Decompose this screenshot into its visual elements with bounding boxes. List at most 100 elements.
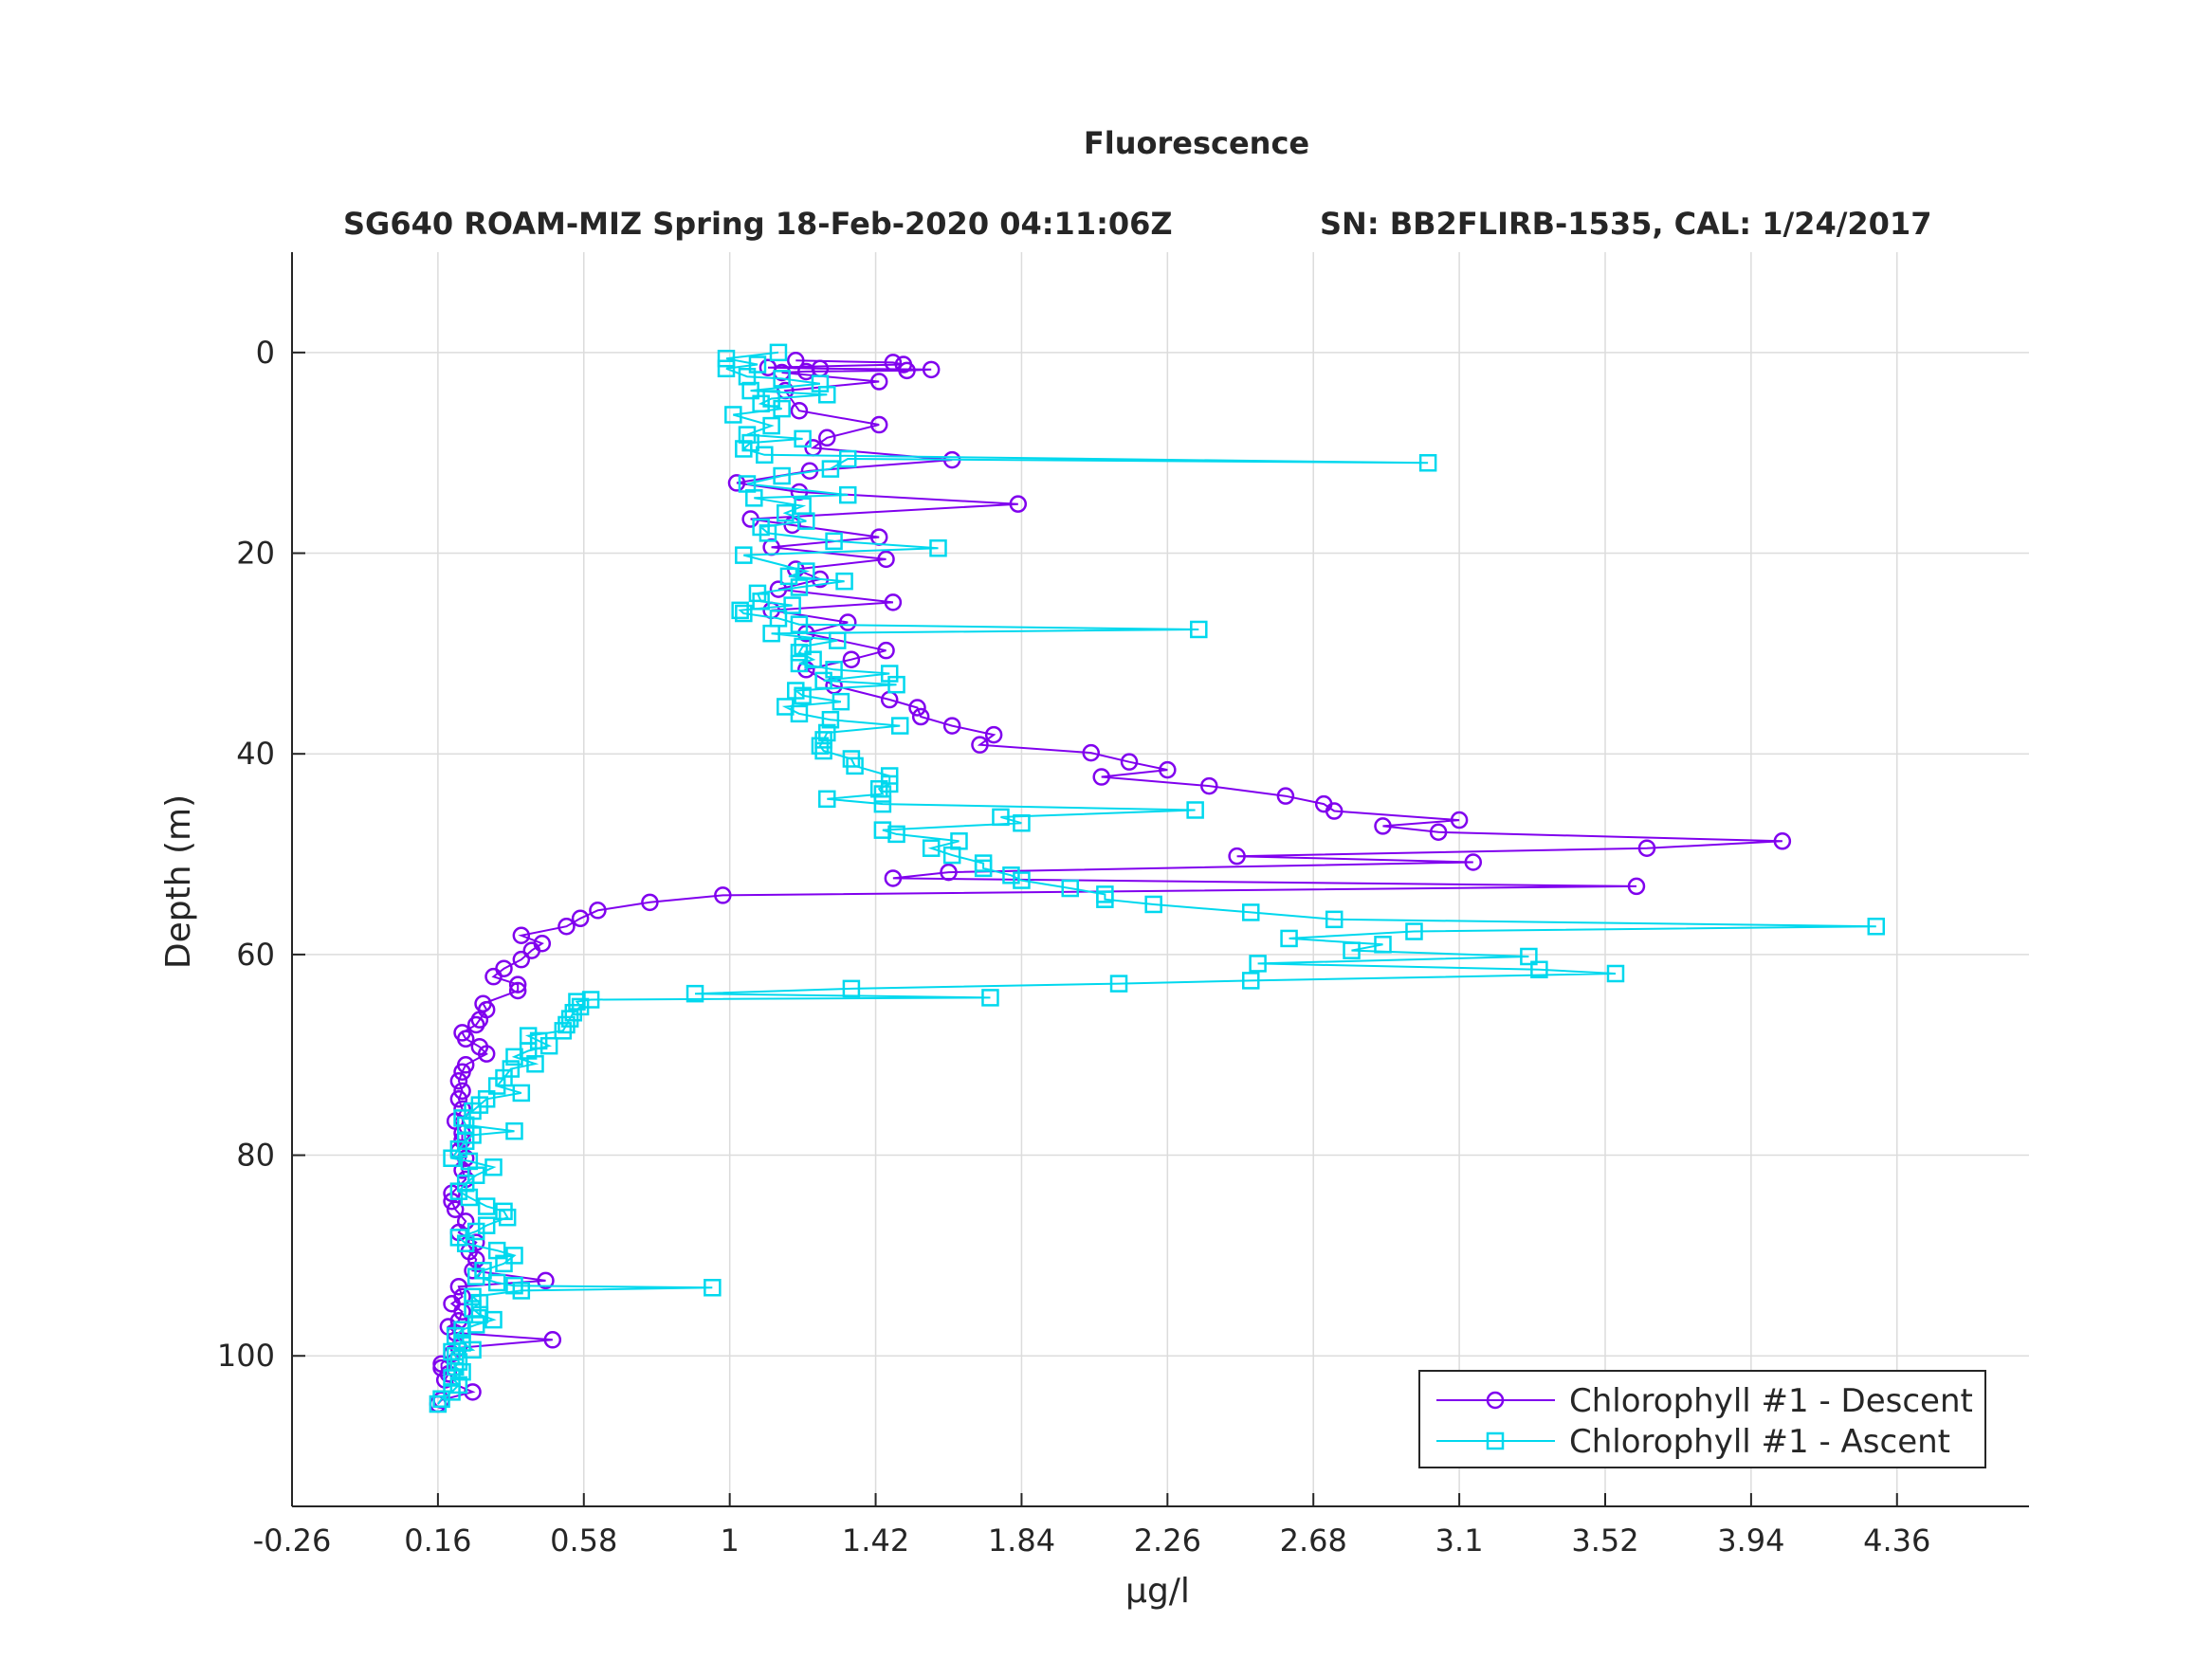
data-point: [724, 406, 742, 424]
x-tick-label: 4.36: [1863, 1522, 1930, 1559]
data-point: [466, 1015, 485, 1034]
data-point: [512, 1084, 531, 1103]
legend-box: [1418, 1370, 1986, 1468]
legend-descent-label: Chlorophyll #1 - Descent: [1569, 1382, 1973, 1420]
data-point: [543, 1331, 562, 1349]
data-point: [828, 631, 847, 649]
data-point: [922, 839, 941, 857]
chart-subtitle-left: SG640 ROAM-MIZ Spring 18-Feb-2020 04:11:…: [343, 206, 1173, 242]
data-point: [505, 1247, 523, 1265]
data-point: [974, 854, 993, 872]
data-point: [797, 562, 815, 580]
data-point: [581, 991, 600, 1009]
data-point: [1429, 823, 1448, 842]
data-point: [495, 1202, 513, 1221]
data-point: [539, 1036, 558, 1055]
data-point: [484, 967, 503, 986]
data-point: [922, 360, 941, 379]
data-point: [1325, 802, 1344, 820]
data-point: [890, 717, 909, 735]
chart-title: Fluorescence: [1084, 125, 1309, 161]
data-point: [477, 1045, 496, 1063]
data-point: [1013, 871, 1031, 889]
data-point: [1520, 947, 1538, 966]
data-point: [1637, 839, 1656, 857]
chart-subtitle-right: SN: BB2FLIRB-1535, CAL: 1/24/2017: [1320, 206, 1931, 242]
x-tick-label: 0.58: [550, 1522, 617, 1559]
y-axis-label: Depth (m): [159, 794, 198, 969]
y-axis-ticks: 0 20 40 60 80 100: [217, 335, 305, 1374]
data-point: [487, 1241, 506, 1260]
data-point: [898, 361, 916, 380]
data-point: [1276, 787, 1295, 805]
data-point: [811, 374, 830, 392]
data-point: [1867, 917, 1886, 936]
data-point: [1109, 975, 1128, 993]
data-point: [1530, 960, 1548, 979]
data-point: [769, 610, 788, 628]
data-point: [464, 1287, 482, 1306]
x-tick-label: -0.26: [253, 1522, 332, 1559]
data-point: [1773, 832, 1792, 850]
plot-area: [429, 343, 1886, 1413]
data-point: [512, 950, 531, 969]
data-point: [790, 615, 809, 633]
data-point: [835, 572, 853, 591]
y-tick-label: 40: [236, 736, 275, 772]
data-point: [838, 613, 857, 631]
data-point: [1418, 454, 1437, 472]
data-point: [769, 343, 788, 362]
data-point: [1061, 879, 1079, 898]
x-tick-label: 1.42: [842, 1522, 909, 1559]
data-point: [738, 426, 757, 444]
data-point: [484, 1310, 503, 1329]
data-point: [508, 981, 527, 1000]
x-tick-label: 3.1: [1435, 1522, 1484, 1559]
data-point: [505, 1048, 523, 1066]
data-point: [738, 475, 757, 493]
data-point: [825, 661, 843, 679]
data-point: [794, 429, 812, 448]
data-point: [783, 596, 801, 614]
data-point: [787, 682, 805, 700]
data-point: [777, 698, 795, 716]
data-point: [1120, 753, 1139, 771]
data-point: [797, 362, 815, 381]
data-point: [453, 1321, 471, 1339]
data-point: [1159, 760, 1177, 779]
data-point: [842, 750, 861, 768]
data-point: [641, 893, 659, 912]
data-point: [449, 1229, 468, 1247]
x-tick-label: 0.16: [404, 1522, 471, 1559]
data-point: [873, 821, 892, 839]
data-point: [773, 370, 791, 388]
axes: [291, 252, 2029, 1507]
data-point: [1228, 847, 1246, 866]
data-point: [466, 1222, 485, 1241]
data-point: [449, 1277, 468, 1296]
data-point: [1606, 964, 1625, 983]
data-point: [790, 401, 809, 420]
data-point: [869, 373, 888, 391]
data-point: [505, 1121, 523, 1140]
data-point: [717, 349, 736, 368]
data-point: [880, 767, 899, 785]
data-point: [818, 428, 836, 447]
data-point: [984, 725, 1003, 744]
data-point: [1249, 955, 1267, 973]
data-point: [460, 1152, 479, 1171]
data-point: [505, 1276, 523, 1295]
data-point: [942, 717, 961, 735]
legend-ascent-label: Chlorophyll #1 - Ascent: [1569, 1423, 1950, 1461]
data-point: [1405, 922, 1423, 940]
data-point: [790, 644, 809, 662]
data-point: [825, 532, 843, 551]
data-point: [1242, 903, 1260, 921]
x-tick-label: 3.52: [1571, 1522, 1638, 1559]
data-point: [748, 356, 767, 374]
data-point: [814, 741, 832, 760]
data-point: [992, 808, 1010, 827]
data-point: [832, 692, 850, 711]
data-point: [929, 538, 947, 557]
